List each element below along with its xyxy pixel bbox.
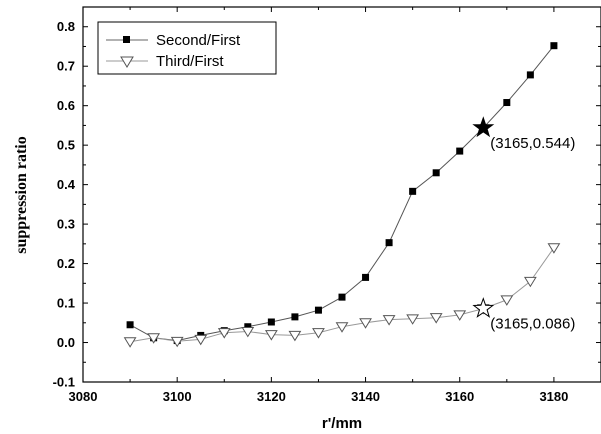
y-tick-label: 0.6 xyxy=(57,98,75,113)
series-0-point xyxy=(385,239,393,247)
series-1-point xyxy=(194,334,208,346)
x-tick-label: 3140 xyxy=(351,389,380,404)
series-1-point xyxy=(523,276,537,288)
series-1-point xyxy=(241,326,255,338)
series-1-point xyxy=(500,295,514,306)
plot-frame xyxy=(82,6,601,383)
series-0-point xyxy=(338,293,346,301)
annotation-layer: (3165,0.544) (3165,0.086) xyxy=(472,116,575,333)
series-0-point xyxy=(126,321,134,329)
y-tick-label: 0.7 xyxy=(57,59,75,74)
x-axis: 3080 3100 3120 3140 3160 3180 xyxy=(69,7,568,404)
series-1-point xyxy=(359,318,372,329)
x-tick-label: 3180 xyxy=(539,389,568,404)
series-1-point xyxy=(406,314,420,325)
series-0-point xyxy=(432,169,440,177)
series-0-point xyxy=(291,313,299,321)
y-tick-label: 0.4 xyxy=(57,177,76,192)
series-1-point xyxy=(312,328,325,339)
series-0-point xyxy=(314,306,322,314)
y-tick-label: 0.0 xyxy=(57,335,75,350)
series-1-point xyxy=(264,330,278,341)
annotation-star-0 xyxy=(472,116,495,138)
legend-label-second-first: Second/First xyxy=(156,32,241,49)
x-tick-label: 3120 xyxy=(257,389,286,404)
series-1-point xyxy=(147,333,161,344)
series-0-point xyxy=(362,273,370,281)
y-tick-label: 0.5 xyxy=(57,138,75,153)
series-0-point xyxy=(244,323,252,331)
series-0-point xyxy=(550,42,558,50)
legend-label-third-first: Third/First xyxy=(156,53,224,70)
y-tick-label: 0.3 xyxy=(57,217,75,232)
x-tick-label: 3080 xyxy=(69,389,98,404)
series-0-point xyxy=(503,99,511,107)
series-0-point xyxy=(409,187,417,195)
series-layer xyxy=(123,42,561,348)
legend-marker-third-first xyxy=(120,56,134,68)
annotation-label-1: (3165,0.086) xyxy=(490,316,575,333)
y-axis: -0.1 0.0 0.1 0.2 0.3 0.4 0.5 0.6 0.7 0.8 xyxy=(53,19,601,390)
series-1-point xyxy=(170,336,184,348)
series-1-point xyxy=(382,315,396,326)
legend-marker-second-first xyxy=(123,36,130,43)
x-tick-label: 3160 xyxy=(445,389,474,404)
series-1-point xyxy=(453,310,467,321)
x-axis-title: r'/mm xyxy=(322,415,362,432)
series-1-point xyxy=(288,330,302,342)
annotation-label-0: (3165,0.544) xyxy=(490,135,575,152)
y-tick-label: 0.8 xyxy=(57,19,75,34)
x-tick-label: 3100 xyxy=(163,389,192,404)
series-1-point xyxy=(217,328,231,339)
annotation-star-1 xyxy=(472,297,495,318)
series-0-point xyxy=(267,318,275,326)
series-0-point xyxy=(456,147,464,155)
series-1-point xyxy=(429,313,443,324)
y-tick-label: 0.1 xyxy=(57,296,75,311)
y-tick-label: 0.2 xyxy=(57,256,75,271)
series-1-point xyxy=(123,337,137,348)
series-1-point xyxy=(335,322,349,333)
y-tick-label: -0.1 xyxy=(53,375,75,390)
series-0-point xyxy=(526,71,534,79)
legend: Second/First Third/First xyxy=(97,21,277,75)
y-axis-title: suppression ratio xyxy=(13,136,30,254)
series-1-point xyxy=(547,243,561,254)
